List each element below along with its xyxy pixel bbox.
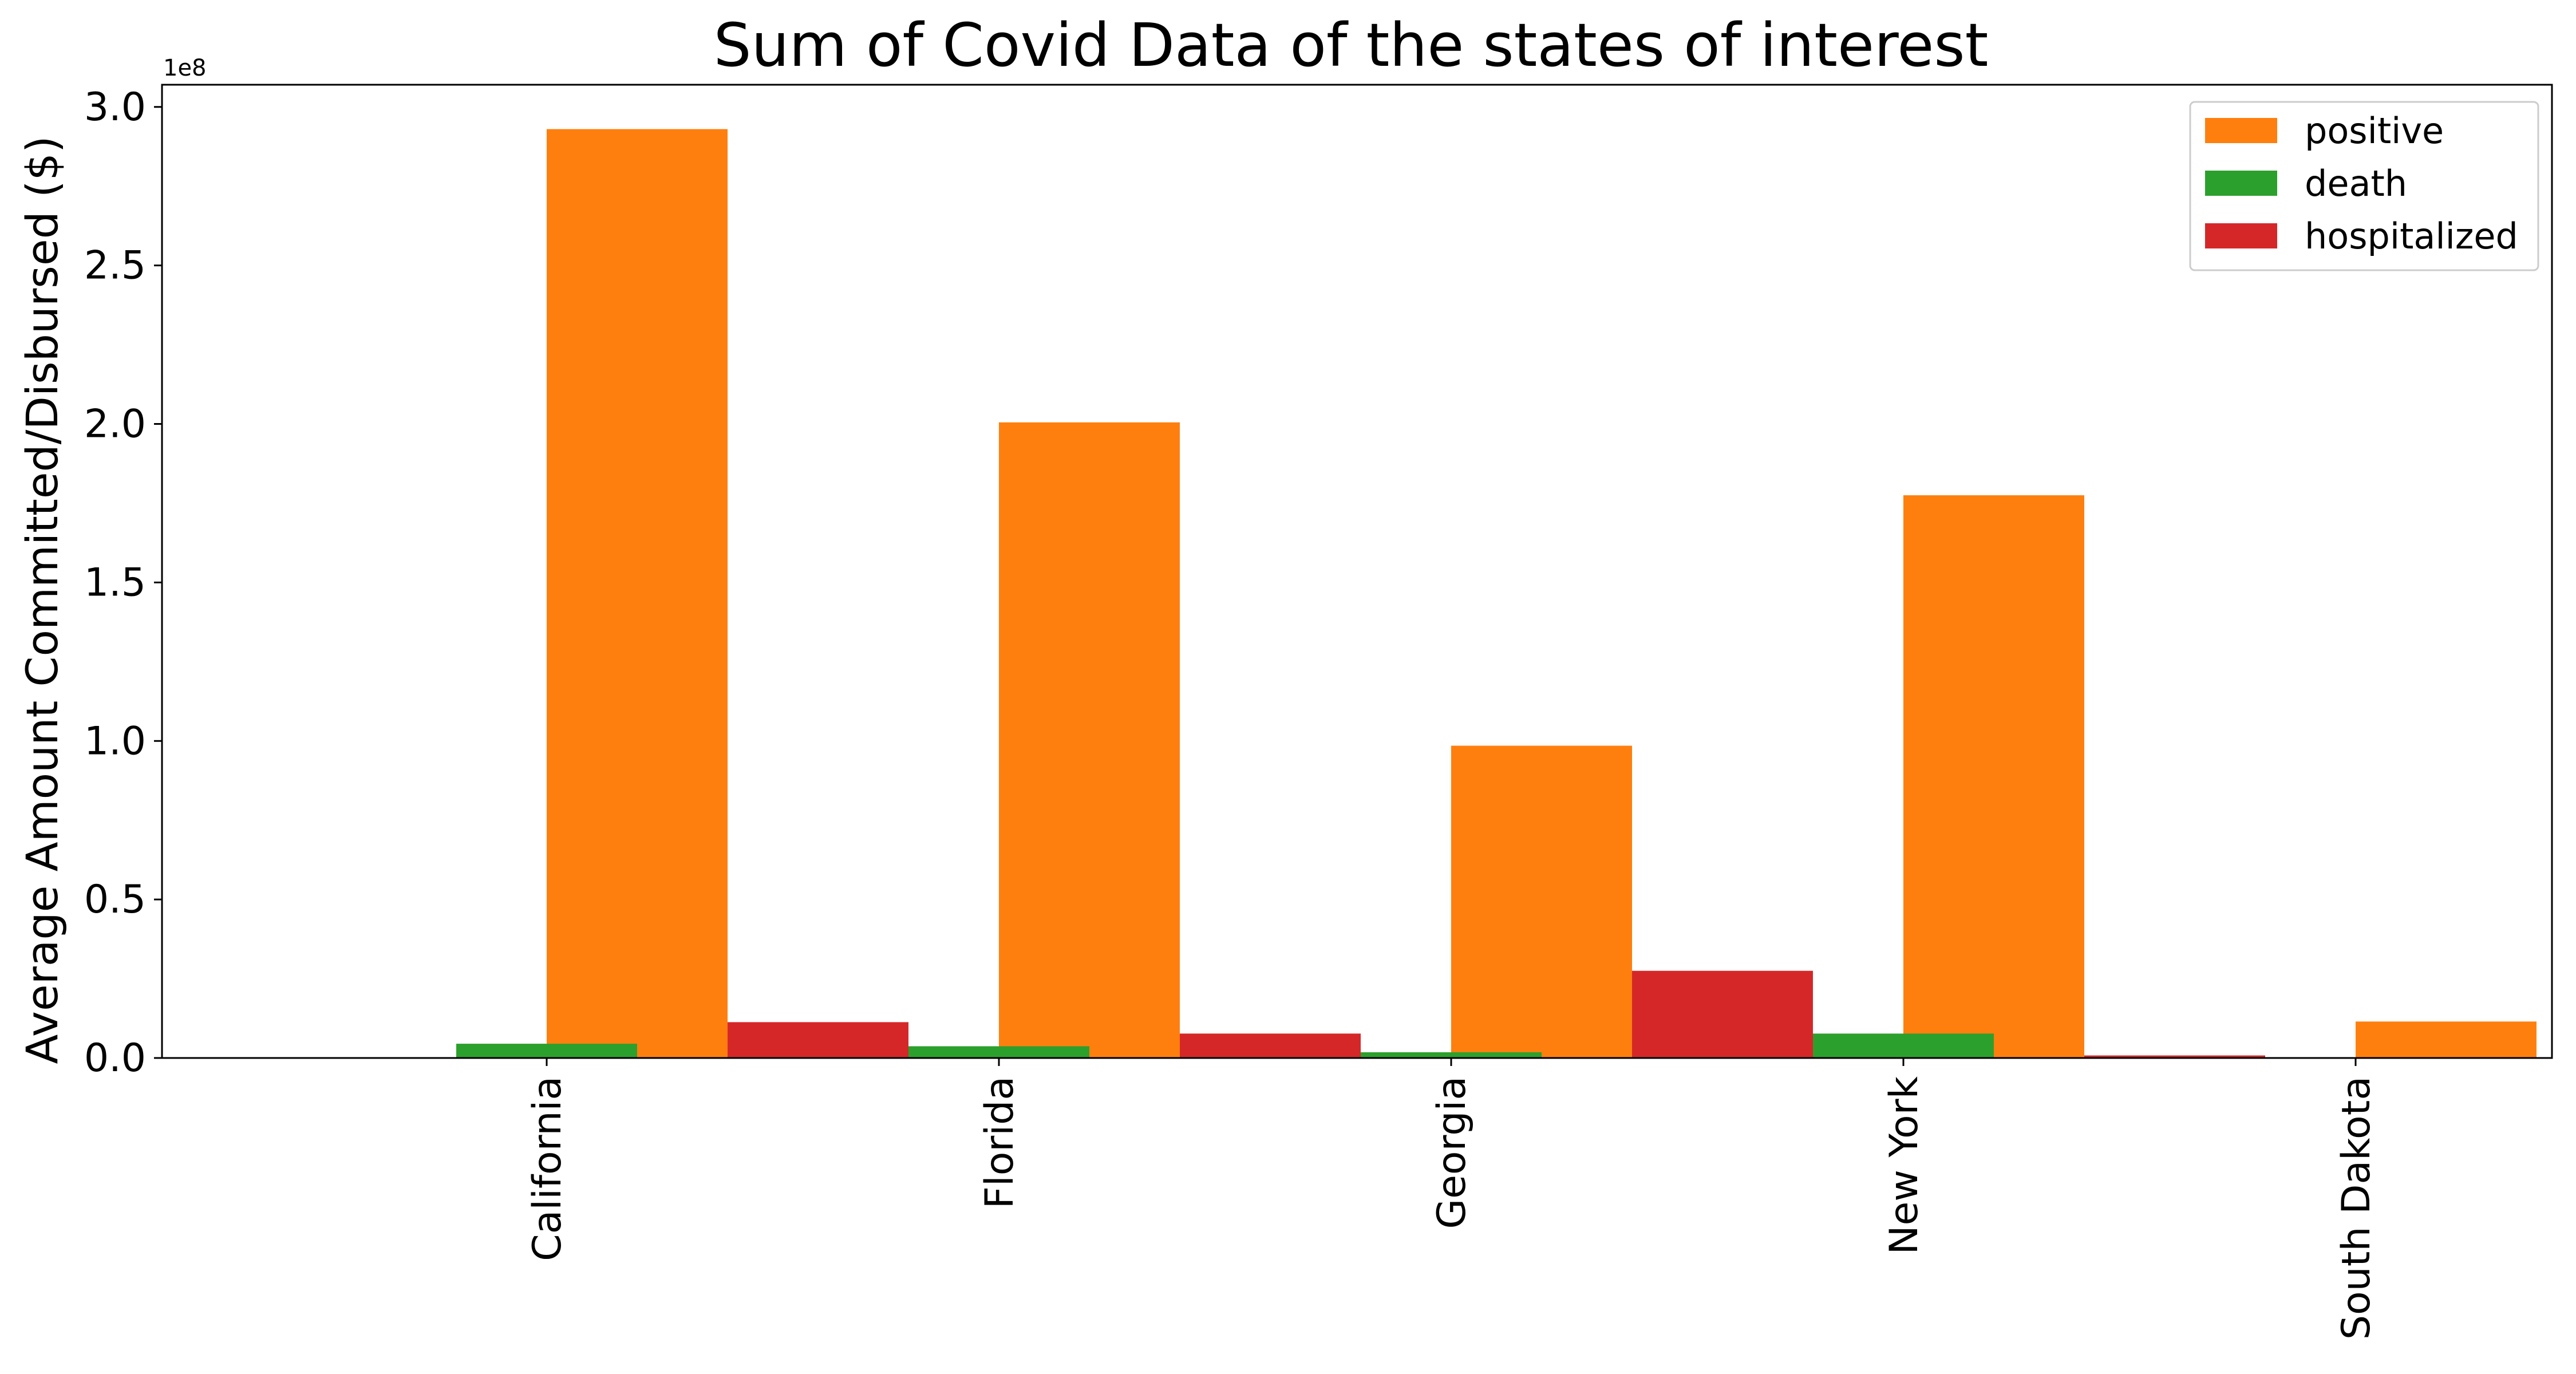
bars-layer — [456, 129, 2537, 1059]
bar-hospitalized-georgia — [1180, 1033, 1361, 1058]
x-tick-label-south-dakota: South Dakota — [2334, 1076, 2379, 1340]
bar-death-new-york — [1813, 1033, 1994, 1058]
x-tick-label-california: California — [525, 1076, 570, 1261]
bar-death-georgia — [1361, 1052, 1542, 1058]
y-ticks: 0.0 0.5 1.0 1.5 2.0 2.5 3.0 — [84, 85, 162, 1081]
bar-positive-georgia — [1451, 745, 1632, 1058]
bar-death-florida — [908, 1046, 1089, 1058]
y-axis-label: Average Amount Committed/Disbursed ($) — [17, 136, 68, 1064]
x-ticks: California Florida Georgia New York South Da… — [525, 1058, 2379, 1340]
bar-hospitalized-new-york — [1632, 970, 1813, 1058]
bar-death-california — [456, 1044, 637, 1058]
y-tick-label: 0.5 — [84, 877, 146, 922]
bar-hospitalized-florida — [728, 1022, 908, 1058]
x-tick-label-new-york: New York — [1882, 1076, 1927, 1254]
y-tick-label: 3.0 — [84, 85, 146, 130]
legend-swatch-hospitalized — [2205, 223, 2277, 248]
bar-positive-california — [547, 129, 728, 1059]
x-tick-label-florida: Florida — [977, 1076, 1022, 1209]
legend-label-death: death — [2305, 163, 2407, 204]
bar-positive-south-dakota — [2356, 1021, 2537, 1058]
bar-positive-florida — [999, 422, 1180, 1058]
chart-title: Sum of Covid Data of the states of inter… — [714, 10, 1989, 80]
axes-layer — [161, 84, 2553, 1059]
y-axis-offset-label: 1e8 — [163, 55, 207, 81]
y-tick-label: 2.0 — [84, 402, 146, 447]
legend-label-hospitalized: hospitalized — [2305, 215, 2518, 257]
bar-hospitalized-south-dakota — [2084, 1055, 2265, 1058]
y-tick-label: 1.5 — [84, 560, 146, 605]
legend-swatch-positive — [2205, 118, 2277, 143]
legend-label-positive: positive — [2305, 110, 2444, 152]
x-tick-label-georgia: Georgia — [1429, 1076, 1475, 1229]
y-tick-label: 1.0 — [84, 718, 146, 764]
legend: positive death hospitalized — [2189, 101, 2539, 271]
legend-swatch-death — [2205, 171, 2277, 196]
y-tick-label: 0.0 — [84, 1036, 146, 1081]
y-tick-label: 2.5 — [84, 243, 146, 289]
plot-frame — [161, 84, 2553, 1059]
bar-positive-new-york — [1903, 495, 2084, 1058]
